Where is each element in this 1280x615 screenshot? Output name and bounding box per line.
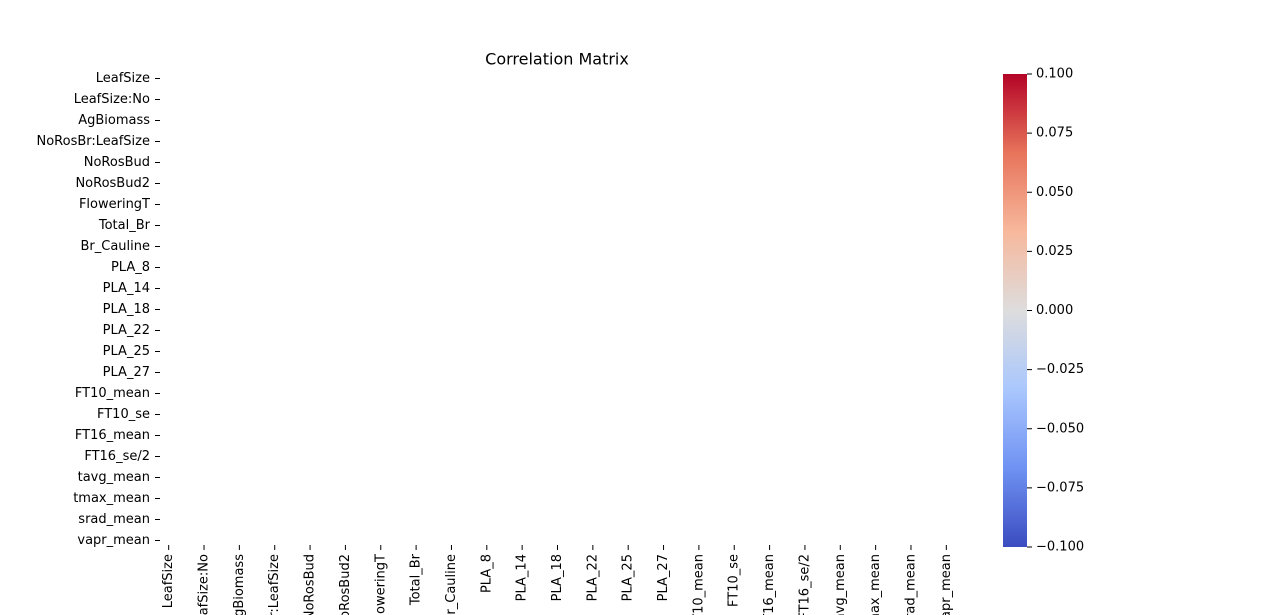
colorbar-tick-label: −0.025 xyxy=(1036,362,1084,377)
x-tick-label: FT16_mean xyxy=(762,554,777,615)
y-tick-label: srad_mean xyxy=(78,512,150,527)
y-tick-label: PLA_8 xyxy=(111,260,150,275)
x-tick-label: FT10_mean xyxy=(691,554,706,615)
x-tick-label: vapr_mean xyxy=(939,554,954,615)
colorbar-tick-label: 0.050 xyxy=(1036,185,1073,200)
y-tick-label: LeafSize:No xyxy=(74,92,150,107)
colorbar-tick-label: −0.075 xyxy=(1036,480,1084,495)
colorbar xyxy=(1003,74,1027,547)
x-tick-label: PLA_8 xyxy=(479,554,494,593)
x-tick-label: PLA_27 xyxy=(656,554,671,601)
x-tick-label: tavg_mean xyxy=(833,554,848,615)
y-tick-label: FT10_se xyxy=(97,407,150,422)
x-tick-label: FT10_se xyxy=(727,554,742,607)
y-tick-label: NoRosBud2 xyxy=(75,176,150,191)
y-tick-label: NoRosBr:LeafSize xyxy=(36,134,150,149)
x-tick-label: NoRosBr:LeafSize xyxy=(267,554,282,615)
x-tick-label: srad_mean xyxy=(903,554,918,615)
y-tick-label: FloweringT xyxy=(79,197,150,212)
x-tick-label: NoRosBud2 xyxy=(338,554,353,615)
colorbar-tick-label: 0.075 xyxy=(1036,126,1073,141)
y-tick-label: PLA_18 xyxy=(103,302,150,317)
colorbar-tick-label: 0.025 xyxy=(1036,244,1073,259)
y-tick-label: FT16_mean xyxy=(75,428,150,443)
x-tick-label: PLA_18 xyxy=(550,554,565,601)
y-tick-label: LeafSize xyxy=(96,71,150,86)
x-tick-label: FT16_se/2 xyxy=(797,554,812,615)
x-tick-label: NoRosBud xyxy=(303,554,318,615)
x-tick-label: AgBiomass xyxy=(232,554,247,615)
y-tick-label: PLA_22 xyxy=(103,323,150,338)
x-tick-label: LeafSize xyxy=(161,554,176,608)
y-tick-label: tavg_mean xyxy=(78,470,150,485)
colorbar-tick-label: −0.050 xyxy=(1036,421,1084,436)
x-tick-label: Total_Br xyxy=(409,553,424,606)
y-tick-label: AgBiomass xyxy=(78,113,150,128)
colorbar-tick-label: 0.000 xyxy=(1036,303,1073,318)
y-tick-label: PLA_25 xyxy=(103,344,150,359)
y-tick-label: vapr_mean xyxy=(77,533,150,548)
x-tick-label: FloweringT xyxy=(373,554,388,615)
y-tick-label: tmax_mean xyxy=(73,491,150,506)
x-tick-label: tmax_mean xyxy=(868,554,883,615)
x-tick-label: PLA_14 xyxy=(515,554,530,601)
y-tick-label: Total_Br xyxy=(98,218,151,233)
y-tick-label: FT10_mean xyxy=(75,386,150,401)
y-tick-label: FT16_se/2 xyxy=(84,449,150,464)
colorbar-tick-label: −0.100 xyxy=(1036,540,1084,555)
x-tick-label: LeafSize:No xyxy=(197,554,212,615)
x-tick-label: Br_Cauline xyxy=(444,554,459,615)
chart-title: Correlation Matrix xyxy=(485,50,629,69)
x-tick-label: PLA_22 xyxy=(585,554,600,601)
y-tick-label: Br_Cauline xyxy=(80,239,150,254)
y-tick-label: PLA_27 xyxy=(103,365,150,380)
colorbar-tick-label: 0.100 xyxy=(1036,67,1073,82)
y-tick-label: NoRosBud xyxy=(84,155,150,170)
y-tick-label: PLA_14 xyxy=(103,281,150,296)
x-tick-label: PLA_25 xyxy=(621,554,636,601)
